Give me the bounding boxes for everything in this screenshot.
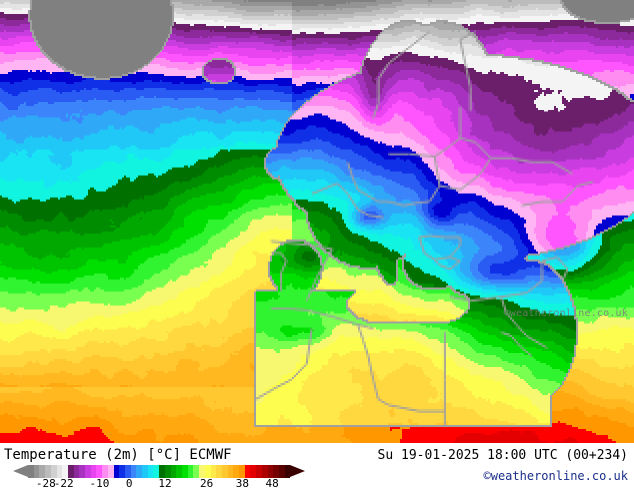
colorbar-swatch: [45, 465, 51, 478]
colorbar-swatch: [216, 465, 222, 478]
colorbar-swatch: [278, 465, 285, 478]
colorbar-swatch: [233, 465, 240, 478]
colorbar-swatch: [267, 465, 274, 478]
temperature-colorbar: -28 -22 -10 0 12 26 38 48: [0, 465, 320, 490]
colorbar-swatch: [210, 465, 217, 478]
colorbar-tick: -22: [53, 477, 74, 490]
colorbar-swatch: [159, 465, 165, 478]
colorbar-swatch: [79, 465, 86, 478]
colorbar-swatch: [56, 465, 63, 478]
colorbar-swatch: [170, 465, 177, 478]
colorbar-swatch: [284, 465, 291, 478]
colorbar-swatch: [227, 465, 234, 478]
colorbar-swatch: [193, 465, 200, 478]
colorbar-swatch: [33, 465, 40, 478]
colorbar-swatch: [187, 465, 194, 478]
colorbar-swatch: [221, 465, 228, 478]
colorbar-swatch: [124, 465, 131, 478]
colorbar-swatch: [153, 465, 160, 478]
colorbar-tick: 26: [200, 477, 214, 490]
colorbar-swatch: [256, 465, 262, 478]
colorbar-max-arrow-icon: [290, 465, 305, 477]
colorbar-swatch: [50, 465, 57, 478]
colorbar-swatch: [136, 465, 143, 478]
colorbar-swatch: [199, 465, 205, 478]
colorbar-swatch: [244, 465, 251, 478]
colorbar-tick: 48: [265, 477, 279, 490]
colorbar-tick: 0: [125, 477, 133, 490]
page-title: Temperature (2m) [°C] ECMWF: [4, 447, 232, 463]
colorbar-swatch: [273, 465, 279, 478]
colorbar-swatch: [113, 465, 120, 478]
colorbar-swatch: [181, 465, 188, 478]
temperature-map[interactable]: ©weatheronline.co.uk: [0, 0, 634, 443]
colorbar-swatch: [239, 465, 245, 478]
colorbar-tick: 12: [158, 477, 172, 490]
colorbar-swatch: [85, 465, 91, 478]
colorbar-swatch: [107, 465, 114, 478]
colorbar-swatch: [73, 465, 80, 478]
copyright-link[interactable]: ©weatheronline.co.uk: [483, 469, 629, 483]
colorbar-min-arrow-icon: [13, 465, 28, 477]
temperature-raster: [0, 0, 634, 443]
colorbar-swatch: [67, 465, 74, 478]
colorbar-swatch: [250, 465, 257, 478]
colorbar-tick: -28: [35, 477, 56, 490]
map-footer: Temperature (2m) [°C] ECMWF Su 19-01-202…: [0, 443, 634, 490]
colorbar-swatch: [130, 465, 137, 478]
colorbar-tick-labels: -28 -22 -10 0 12 26 38 48: [0, 477, 320, 490]
colorbar-swatch: [96, 465, 103, 478]
colorbar-swatch: [28, 465, 34, 478]
colorbar-swatch: [90, 465, 97, 478]
colorbar-swatch: [119, 465, 125, 478]
colorbar-tick: 38: [235, 477, 249, 490]
colorbar-swatch: [142, 465, 148, 478]
colorbar-swatch: [204, 465, 211, 478]
colorbar-tick: -10: [89, 477, 110, 490]
colorbar-swatches: [28, 465, 291, 478]
colorbar-swatch: [164, 465, 171, 478]
colorbar-swatch: [176, 465, 182, 478]
colorbar-swatch: [147, 465, 154, 478]
colorbar-swatch: [102, 465, 108, 478]
run-timestamp: Su 19-01-2025 18:00 UTC (00+234): [377, 448, 628, 463]
colorbar-swatch: [62, 465, 68, 478]
colorbar-swatch: [39, 465, 46, 478]
map-watermark: ©weatheronline.co.uk: [503, 308, 628, 319]
colorbar-swatch: [261, 465, 268, 478]
